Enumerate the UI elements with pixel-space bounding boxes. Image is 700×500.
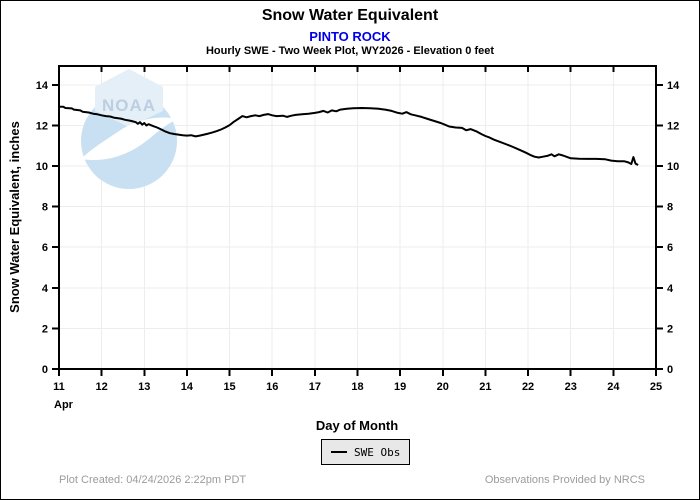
legend-line-sample: [331, 451, 347, 453]
x-tick-label: 17: [309, 381, 321, 393]
x-tick-label: 23: [565, 381, 577, 393]
y-tick-label-left: 4: [42, 283, 49, 295]
data-provider-credit: Observations Provided by NRCS: [484, 474, 645, 486]
plot-created-timestamp: Plot Created: 04/24/2026 2:22pm PDT: [59, 474, 247, 486]
x-axis-title: Day of Month: [315, 418, 399, 433]
x-tick-label: 24: [607, 381, 620, 393]
x-tick-label: 21: [479, 381, 491, 393]
x-tick-label: 16: [266, 381, 278, 393]
y-tick-label-right: 6: [667, 242, 673, 254]
y-tick-label-left: 2: [42, 323, 48, 335]
swe-obs-line: [59, 105, 639, 166]
x-tick-label: 12: [96, 381, 108, 393]
x-tick-label: 18: [351, 381, 363, 393]
x-tick-label: 13: [138, 381, 150, 393]
axis-layer: 11 12 13 14 15 16 17 18 19 20 21 22 23 24 250 02 24 46 68 8…: [36, 65, 680, 393]
y-tick-label-left: 10: [36, 161, 48, 173]
page-title: Snow Water Equivalent: [261, 7, 439, 24]
legend-label: SWE Obs: [354, 445, 401, 459]
y-tick-label-left: 0: [42, 364, 48, 376]
y-tick-label-right: 12: [667, 120, 679, 132]
noaa-logo-crystal-top: [95, 69, 163, 127]
x-tick-label: 25: [650, 381, 662, 393]
x-tick-label: 22: [522, 381, 534, 393]
y-tick-label-right: 8: [667, 202, 673, 214]
x-tick-label: 11: [53, 381, 65, 393]
legend-box: SWE Obs: [321, 439, 411, 465]
noaa-seagull-icon: [81, 117, 179, 161]
swe-chart: NOAA 11 12 13 14 15 16 17 18 19 20 21 22 23 24 250 02 24…: [36, 65, 680, 393]
y-tick-label-left: 12: [36, 120, 48, 132]
plot-subtitle: Hourly SWE - Two Week Plot, WY2026 - Ele…: [205, 45, 495, 57]
x-tick-label: 19: [394, 381, 406, 393]
y-tick-label-left: 8: [42, 202, 48, 214]
y-tick-label-left: 14: [36, 80, 49, 92]
station-name: PINTO ROCK: [309, 29, 391, 44]
y-tick-label-right: 2: [667, 323, 673, 335]
series-swe-obs: [59, 105, 639, 166]
x-tick-label: 14: [181, 381, 194, 393]
x-tick-label: 20: [437, 381, 449, 393]
x-tick-label: 15: [223, 381, 235, 393]
month-label: Apr: [54, 399, 73, 411]
y-tick-label-right: 0: [667, 364, 673, 376]
y-tick-label-left: 6: [42, 242, 48, 254]
y-axis-title: Snow Water Equivalent, inches: [7, 121, 22, 313]
y-tick-label-right: 10: [667, 161, 679, 173]
y-tick-label-right: 4: [667, 283, 674, 295]
noaa-logo-watermark: NOAA: [81, 69, 179, 189]
y-tick-label-right: 14: [667, 80, 680, 92]
noaa-logo-text: NOAA: [102, 96, 156, 115]
